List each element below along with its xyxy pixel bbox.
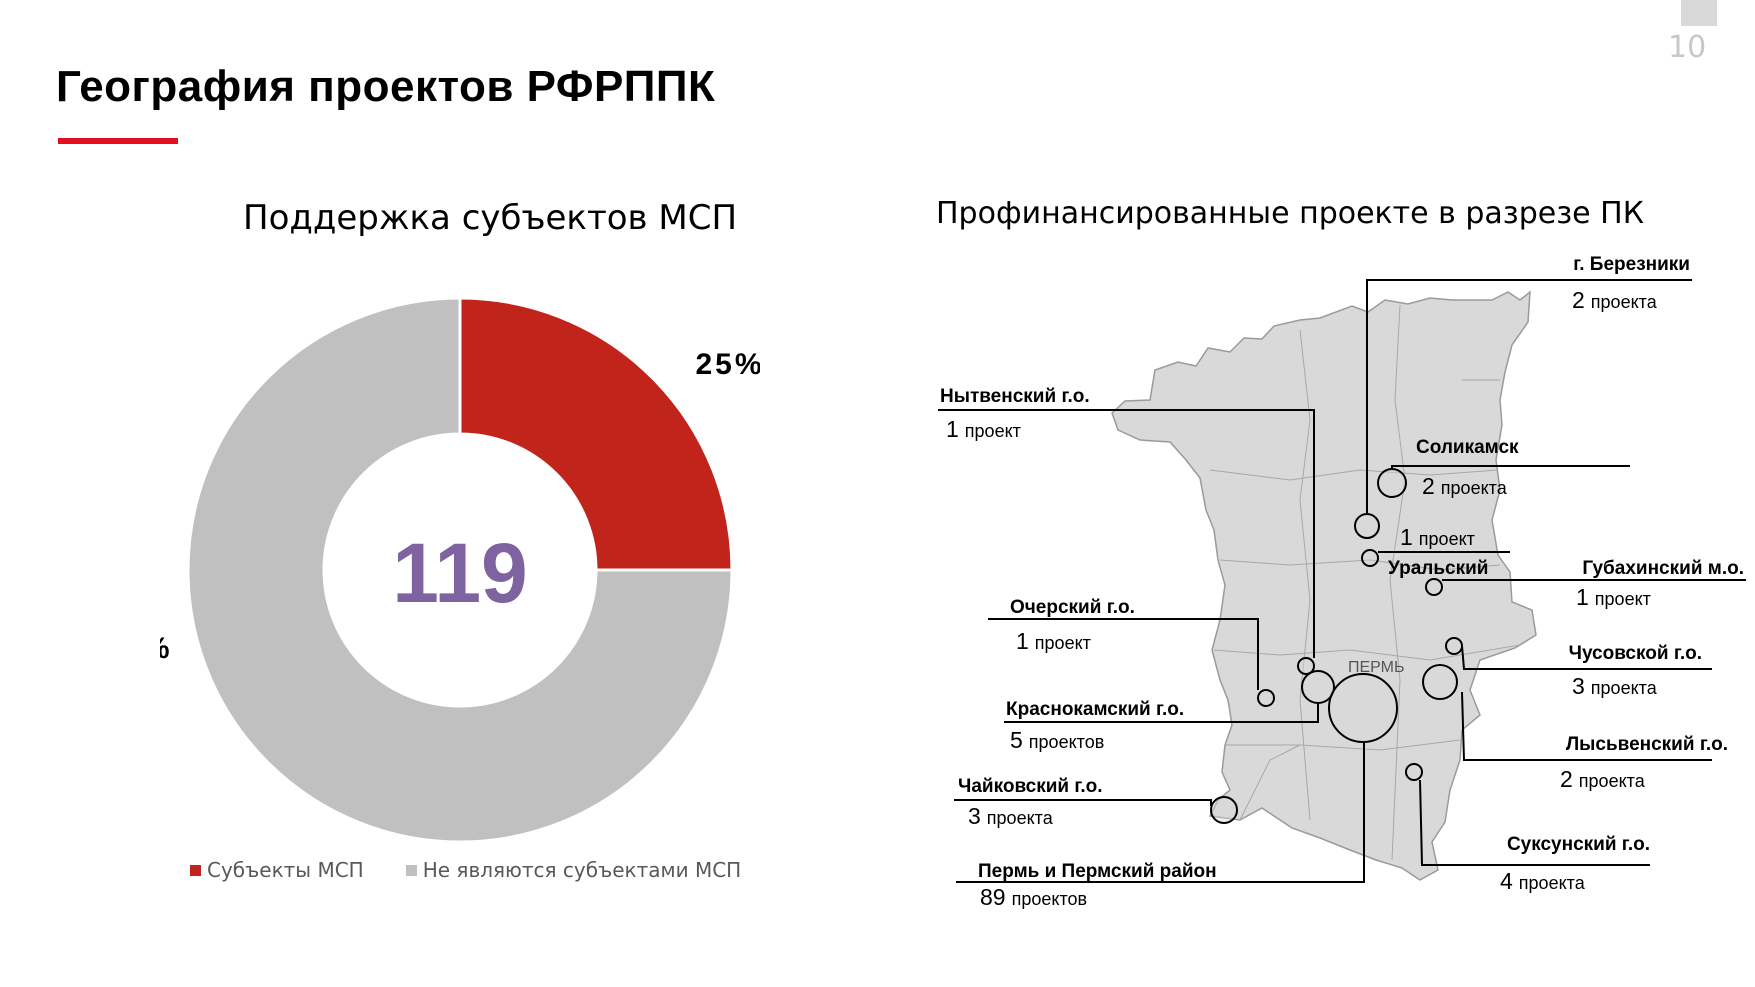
callout-line-point-0 xyxy=(1366,279,1692,514)
callout-line-point-9 xyxy=(954,799,1212,806)
region-count-point-9: 3 проекта xyxy=(968,803,1054,829)
region-count-point-11: 89 проектов xyxy=(980,884,1087,910)
donut-value-label: 75% xyxy=(160,632,173,665)
perm-krai-outline xyxy=(1111,290,1537,881)
region-name-point-8: Лысьвенский г.о. xyxy=(1566,734,1728,755)
region-name-point-11: Пермь и Пермский район xyxy=(978,861,1217,882)
project-bubble-point-0 xyxy=(1354,513,1380,539)
region-count-point-7: 5 проектов xyxy=(1010,727,1104,753)
legend-label-non-msp: Не являются субъектами МСП xyxy=(422,858,742,882)
project-bubble-point-9 xyxy=(1210,796,1238,824)
project-bubble-point-7 xyxy=(1301,670,1335,704)
region-name-point-2: Соликамск xyxy=(1416,437,1519,458)
legend-label-msp: Субъекты МСП xyxy=(207,858,364,882)
donut-slice-msp xyxy=(458,296,734,572)
legend-swatch-non-msp xyxy=(405,864,417,876)
project-bubble-point-10 xyxy=(1405,763,1423,781)
project-bubble-point-5 xyxy=(1257,689,1275,707)
region-count-point-8: 2 проекта xyxy=(1560,766,1646,792)
donut-value-label: 25% xyxy=(695,348,760,381)
callout-line-point-8 xyxy=(1461,691,1712,761)
project-bubble-point-8 xyxy=(1422,664,1458,700)
project-bubble-point-3 xyxy=(1361,549,1379,567)
legend-item-non-msp: Не являются субъектами МСП xyxy=(405,858,742,882)
slide-title: География проектов РФРППК xyxy=(56,62,716,111)
region-name-point-5: Очерский г.о. xyxy=(1010,597,1135,618)
callout-line-point-5 xyxy=(988,618,1259,690)
region-count-point-6: 3 проекта xyxy=(1572,673,1658,699)
donut-chart: 25% 75% 119 xyxy=(160,296,760,844)
region-count-point-2: 2 проекта xyxy=(1422,473,1508,499)
region-count-point-1: 1 проект xyxy=(946,416,1021,442)
region-name-point-9: Чайковский г.о. xyxy=(958,776,1103,797)
title-underline xyxy=(58,138,178,144)
callout-line-point-11 xyxy=(956,742,1365,883)
callout-line-point-7 xyxy=(1004,703,1319,723)
region-name-point-6: Чусовской г.о. xyxy=(1569,643,1702,664)
project-bubble-point-1 xyxy=(1297,657,1315,675)
region-count-point-3: 1 проект xyxy=(1400,524,1475,550)
district-borders xyxy=(1209,304,1521,861)
project-bubble-point-6 xyxy=(1445,637,1463,655)
donut-legend: Субъекты МСП Не являются субъектами МСП xyxy=(190,858,741,882)
region-name-point-4: Губахинский м.о. xyxy=(1582,558,1744,579)
region-name-point-10: Суксунский г.о. xyxy=(1507,834,1650,855)
project-bubble-point-2 xyxy=(1377,468,1407,498)
region-count-point-4: 1 проект xyxy=(1576,584,1651,610)
region-name-point-3: Уральский xyxy=(1388,558,1488,579)
region-count-point-5: 1 проект xyxy=(1016,628,1091,654)
legend-item-msp: Субъекты МСП xyxy=(190,858,364,882)
region-count-point-10: 4 проекта xyxy=(1500,868,1586,894)
page-number: 10 xyxy=(1668,30,1707,65)
donut-center-total: 119 xyxy=(392,526,528,620)
donut-chart-heading: Поддержка субъектов МСП xyxy=(243,198,738,238)
legend-swatch-msp xyxy=(190,864,201,876)
page-badge xyxy=(1681,0,1717,26)
callout-line-point-10 xyxy=(1419,779,1650,866)
map-chart-heading: Профинансированные проекте в разрезе ПК xyxy=(936,196,1645,231)
region-name-point-0: г. Березники xyxy=(1573,254,1690,275)
region-count-point-0: 2 проекта xyxy=(1572,287,1658,313)
project-bubble-point-11 xyxy=(1328,673,1398,743)
region-name-point-7: Краснокамский г.о. xyxy=(1006,699,1184,720)
city-label-perm: ПЕРМЬ xyxy=(1348,659,1405,676)
callout-line-point-6 xyxy=(1461,645,1712,670)
region-name-point-1: Нытвенский г.о. xyxy=(940,386,1090,407)
donut-slice-non-msp xyxy=(186,296,734,844)
project-bubble-point-4 xyxy=(1425,578,1443,596)
callout-line-point-1 xyxy=(938,409,1315,658)
